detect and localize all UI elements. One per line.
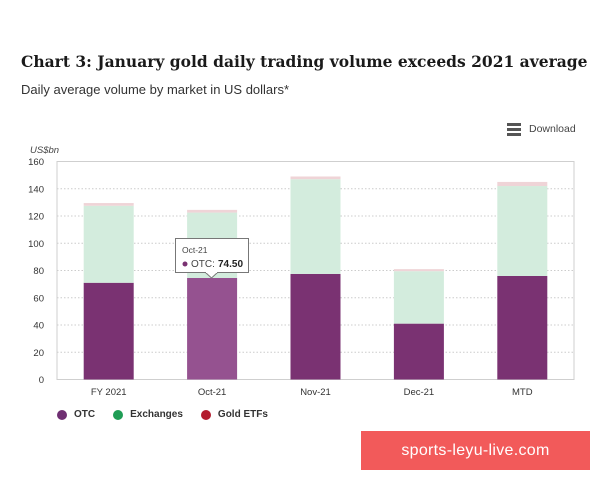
bar-otc <box>187 277 238 380</box>
tooltip: Oct-21 OTC: 74.50 <box>175 238 249 279</box>
y-tick-label: 100 <box>28 239 44 250</box>
download-label: Download <box>529 123 576 136</box>
tooltip-box <box>175 238 249 273</box>
chart-title: Chart 3: January gold daily trading volu… <box>21 52 588 71</box>
tooltip-series-label: OTC: <box>191 259 215 270</box>
bar-exchanges <box>393 271 444 324</box>
y-axis-ticks: 0 20 40 60 80 100 120 140 160 <box>28 157 44 386</box>
y-tick-label: 120 <box>28 212 44 223</box>
download-button[interactable]: Download <box>507 123 576 136</box>
legend-otc-dot <box>57 409 67 420</box>
y-tick-label: 20 <box>33 348 44 359</box>
legend-exchanges-label: Exchanges <box>130 409 183 420</box>
y-tick-label: 140 <box>28 184 44 195</box>
legend-gold-etfs-dot <box>200 409 211 420</box>
x-axis-ticks: FY 2021 Oct-21 Nov-21 Dec-21 MTD <box>91 387 533 398</box>
x-tick-label: Nov-21 <box>300 387 331 398</box>
legend: OTC Exchanges Gold ETFs <box>57 409 268 420</box>
legend-item-exchanges[interactable]: Exchanges <box>113 409 183 420</box>
legend-item-otc[interactable]: OTC <box>57 409 95 420</box>
bars <box>83 176 548 380</box>
y-tick-label: 40 <box>33 321 44 332</box>
bar-gold-etfs <box>290 176 341 180</box>
legend-item-gold-etfs[interactable]: Gold ETFs <box>200 409 268 420</box>
x-tick-label: Dec-21 <box>404 387 435 398</box>
bar-exchanges <box>497 186 548 276</box>
grid-lines <box>57 188 574 353</box>
x-tick-label: Oct-21 <box>198 387 227 398</box>
bar-gold-etfs <box>393 269 444 272</box>
bar-otc <box>393 323 444 380</box>
menu-icon <box>507 123 521 136</box>
bar-gold-etfs <box>497 181 548 187</box>
tooltip-series-dot <box>182 261 188 267</box>
legend-exchanges-dot <box>113 409 124 420</box>
bar-gold-etfs <box>83 203 134 206</box>
y-tick-label: 160 <box>28 157 44 168</box>
bar-otc <box>497 275 548 380</box>
tooltip-category: Oct-21 <box>182 245 208 255</box>
bar-otc <box>83 282 134 380</box>
chart-subtitle: Daily average volume by market in US dol… <box>21 82 290 97</box>
tooltip-pointer <box>205 272 218 279</box>
bar-otc <box>290 273 341 380</box>
bar-exchanges <box>83 205 134 283</box>
legend-gold-etfs-label: Gold ETFs <box>217 409 268 420</box>
bar-gold-etfs <box>187 209 238 213</box>
legend-otc-label: OTC <box>74 409 96 420</box>
watermark-banner: sports-leyu-live.com <box>361 431 590 470</box>
y-tick-label: 60 <box>33 293 44 304</box>
y-tick-label: 0 <box>39 375 44 386</box>
bar-exchanges <box>290 179 341 274</box>
y-axis-title: US$bn <box>30 145 59 156</box>
y-tick-label: 80 <box>33 266 44 277</box>
x-tick-label: FY 2021 <box>91 387 127 398</box>
tooltip-value: 74.50 <box>218 259 243 270</box>
x-tick-label: MTD <box>512 387 533 398</box>
